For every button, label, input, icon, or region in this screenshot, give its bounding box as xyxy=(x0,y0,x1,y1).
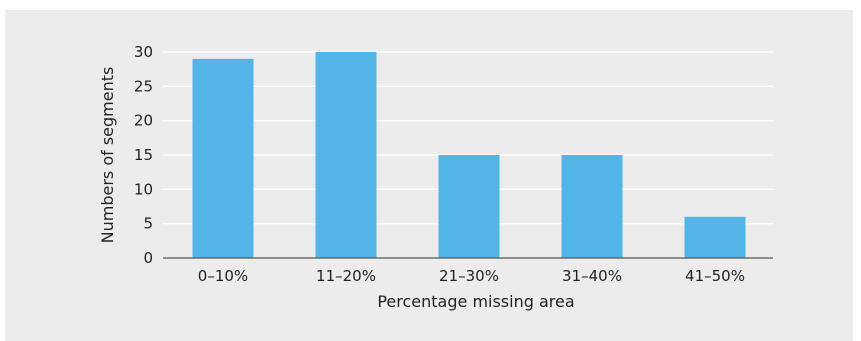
y-tick-label: 20 xyxy=(134,112,153,130)
bars xyxy=(192,52,746,258)
bar xyxy=(684,216,746,258)
y-tick-label: 0 xyxy=(143,249,153,267)
x-tick-label: 31–40% xyxy=(562,267,622,285)
y-tick-label: 15 xyxy=(134,146,153,164)
y-tick-labels: 0 5 10 15 20 25 30 xyxy=(134,43,153,267)
y-tick-label: 25 xyxy=(134,77,153,95)
y-tick-label: 10 xyxy=(134,180,153,198)
y-tick-label: 30 xyxy=(134,43,153,61)
x-tick-labels: 0–10% 11–20% 21–30% 31–40% 41–50% xyxy=(198,267,745,285)
bar xyxy=(438,155,500,258)
chart-panel: 0 5 10 15 20 25 30 0–10% 11–20% 21–30% 31–40% 41–5… xyxy=(5,10,853,341)
x-axis-title: Percentage missing area xyxy=(377,292,574,311)
y-axis-title: Numbers of segments xyxy=(98,67,117,244)
bar xyxy=(315,52,377,258)
y-tick-label: 5 xyxy=(143,215,153,233)
x-tick-label: 11–20% xyxy=(316,267,376,285)
bar xyxy=(192,58,254,258)
x-tick-label: 0–10% xyxy=(198,267,248,285)
x-tick-label: 21–30% xyxy=(439,267,499,285)
bar xyxy=(561,155,623,258)
x-tick-label: 41–50% xyxy=(685,267,745,285)
bar-chart: 0 5 10 15 20 25 30 0–10% 11–20% 21–30% 31–40% 41–5… xyxy=(98,43,773,311)
